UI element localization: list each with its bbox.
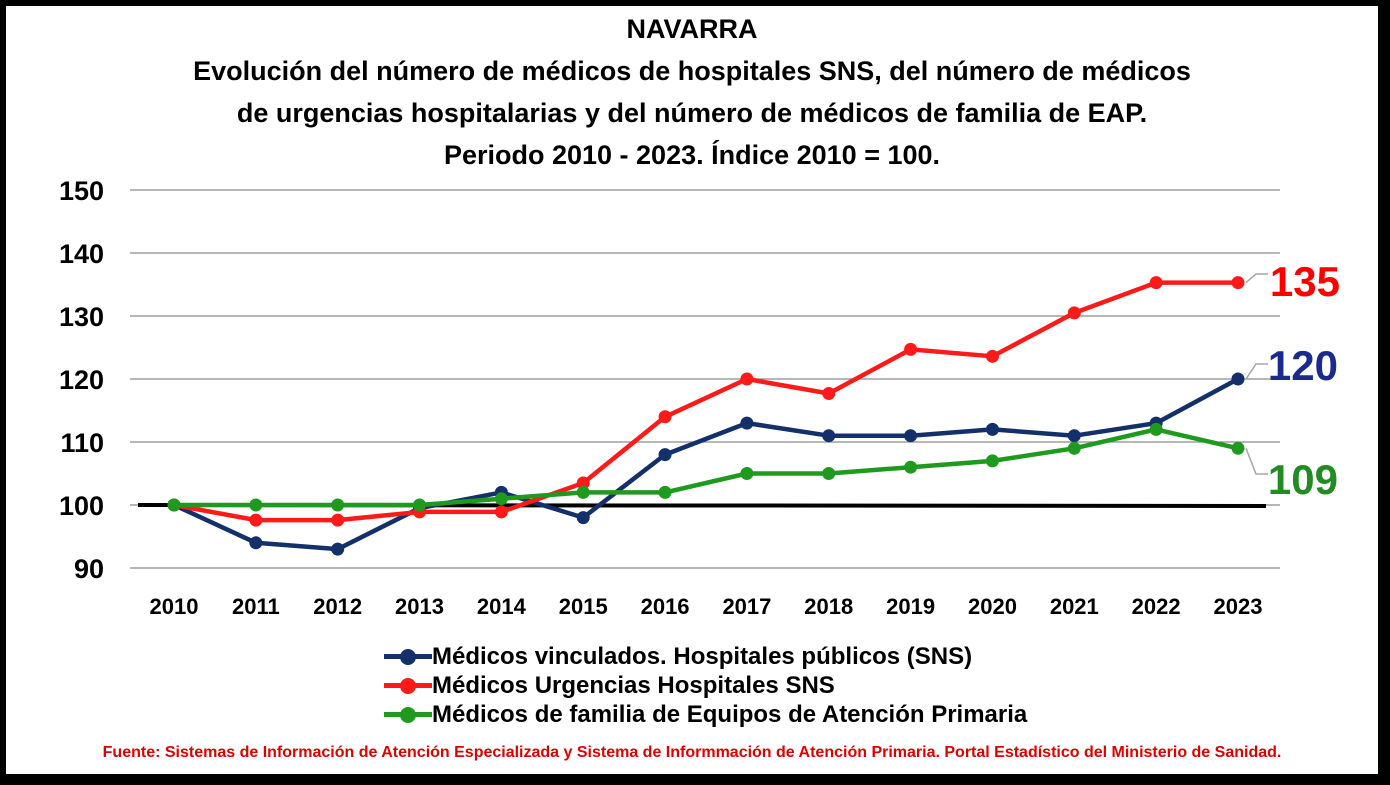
data-point-urgencias-2018 (822, 386, 836, 400)
end-label-atencion-primaria: 109 (1268, 456, 1338, 503)
series-line-urgencias (173, 280, 1238, 523)
x-tick-label-2021: 2021 (1050, 594, 1099, 619)
y-tick-label-90: 90 (74, 554, 104, 584)
data-point-atencion-primaria-2018 (822, 467, 836, 480)
legend-item-urgencias: Médicos Urgencias Hospitales SNS (384, 671, 1027, 700)
data-point-hospitales-2018 (822, 429, 836, 443)
data-point-hospitales-2016 (658, 448, 672, 462)
data-point-atencion-primaria-2015 (576, 485, 590, 499)
legend-label-atencion-primaria: Médicos de familia de Equipos de Atenció… (432, 701, 1028, 728)
x-tick-label-2014: 2014 (477, 594, 527, 619)
chart-frame: NAVARRA Evolución del número de médicos … (6, 6, 1378, 774)
x-tick-label-2023: 2023 (1214, 594, 1263, 619)
data-point-hospitales-2015 (576, 511, 590, 525)
y-tick-label-140: 140 (59, 239, 104, 269)
data-point-urgencias-2012 (331, 513, 345, 527)
series-line-hospitales (173, 377, 1240, 552)
x-tick-label-2010: 2010 (150, 594, 199, 619)
data-point-atencion-primaria-2014 (494, 492, 508, 506)
y-tick-label-110: 110 (60, 428, 104, 458)
data-point-hospitales-2011 (249, 536, 263, 550)
x-tick-label-2017: 2017 (722, 594, 771, 619)
data-point-hospitales-2017 (740, 416, 754, 430)
end-label-leader-urgencias (1245, 273, 1268, 284)
data-point-atencion-primaria-2010 (167, 498, 181, 512)
legend: Médicos vinculados. Hospitales públicos … (384, 642, 1027, 729)
data-point-atencion-primaria-2017 (740, 467, 754, 480)
x-tick-label-2019: 2019 (886, 594, 935, 619)
y-tick-label-150: 150 (59, 176, 104, 206)
data-point-atencion-primaria-2019 (904, 460, 918, 474)
data-point-atencion-primaria-2016 (658, 485, 672, 499)
data-point-hospitales-2019 (904, 429, 918, 443)
data-point-hospitales-2020 (985, 422, 999, 436)
legend-label-urgencias: Médicos Urgencias Hospitales SNS (432, 672, 835, 699)
chart-title-line-3: Periodo 2010 - 2023. Índice 2010 = 100. (443, 140, 941, 170)
legend-swatch-atencion-primaria (384, 700, 432, 729)
data-point-atencion-primaria-2011 (249, 498, 263, 512)
legend-item-atencion-primaria: Médicos de familia de Equipos de Atenció… (384, 700, 1027, 729)
x-tick-label-2011: 2011 (232, 594, 280, 619)
legend-label-hospitales: Médicos vinculados. Hospitales públicos … (432, 643, 973, 670)
data-point-hospitales-2021 (1067, 429, 1081, 443)
data-point-atencion-primaria-2021 (1067, 441, 1081, 455)
x-tick-label-2018: 2018 (804, 594, 853, 619)
y-tick-label-100: 100 (59, 491, 104, 521)
end-label-leader-atencion-primaria (1245, 448, 1268, 475)
x-tick-label-2012: 2012 (313, 594, 362, 619)
data-point-urgencias-2019 (904, 342, 918, 356)
data-point-urgencias-2020 (985, 349, 999, 363)
chart-title-line-1: Evolución del número de médicos de hospi… (193, 56, 1191, 86)
data-point-urgencias-2016 (658, 410, 672, 424)
data-point-atencion-primaria-2020 (985, 454, 999, 468)
x-tick-label-2015: 2015 (559, 594, 608, 619)
y-tick-label-130: 130 (59, 302, 104, 332)
y-tick-label-120: 120 (59, 365, 104, 395)
source-note: Fuente: Sistemas de Información de Atenc… (102, 744, 1282, 761)
data-point-urgencias-2011 (249, 513, 263, 527)
data-point-hospitales-2023 (1231, 372, 1245, 386)
data-point-atencion-primaria-2012 (331, 498, 345, 512)
x-tick-label-2020: 2020 (968, 594, 1017, 619)
data-point-urgencias-2014 (494, 505, 508, 519)
data-point-atencion-primaria-2013 (413, 498, 427, 512)
series-line-atencion-primaria (174, 427, 1239, 508)
data-point-urgencias-2023 (1231, 276, 1245, 290)
chart-title-line-2: de urgencias hospitalarias y del número … (236, 98, 1148, 128)
x-tick-label-2016: 2016 (641, 594, 690, 619)
end-label-urgencias: 135 (1270, 258, 1340, 305)
end-label-leader-hospitales (1245, 363, 1268, 380)
data-point-urgencias-2017 (740, 372, 754, 386)
data-point-hospitales-2012 (331, 542, 345, 556)
x-tick-label-2022: 2022 (1132, 594, 1181, 619)
data-point-atencion-primaria-2023 (1231, 441, 1245, 455)
data-point-urgencias-2022 (1149, 276, 1163, 290)
line-chart: 150 140 130 120 110 100 90 2010 2011 2012 2013 2014… (59, 176, 1340, 619)
data-point-urgencias-2021 (1067, 306, 1081, 320)
legend-item-hospitales: Médicos vinculados. Hospitales públicos … (384, 642, 1027, 671)
chart-title-region: NAVARRA (626, 14, 758, 44)
data-point-atencion-primaria-2022 (1149, 422, 1163, 436)
legend-swatch-hospitales (384, 642, 432, 671)
x-tick-label-2013: 2013 (395, 594, 444, 619)
end-label-hospitales: 120 (1268, 342, 1338, 389)
legend-swatch-urgencias (384, 671, 432, 700)
